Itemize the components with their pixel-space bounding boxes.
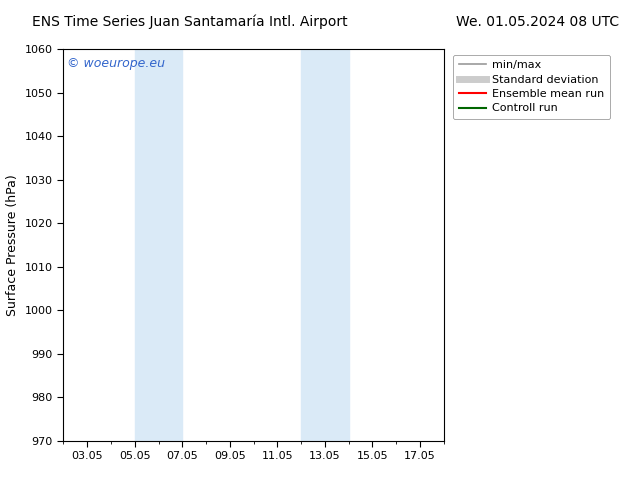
Text: © woeurope.eu: © woeurope.eu (67, 57, 165, 70)
Legend: min/max, Standard deviation, Ensemble mean run, Controll run: min/max, Standard deviation, Ensemble me… (453, 54, 610, 119)
Bar (301, 49, 349, 441)
Y-axis label: Surface Pressure (hPa): Surface Pressure (hPa) (6, 174, 19, 316)
Bar (134, 49, 183, 441)
Text: ENS Time Series Juan Santamaría Intl. Airport: ENS Time Series Juan Santamaría Intl. Ai… (32, 15, 347, 29)
Text: We. 01.05.2024 08 UTC: We. 01.05.2024 08 UTC (456, 15, 619, 29)
